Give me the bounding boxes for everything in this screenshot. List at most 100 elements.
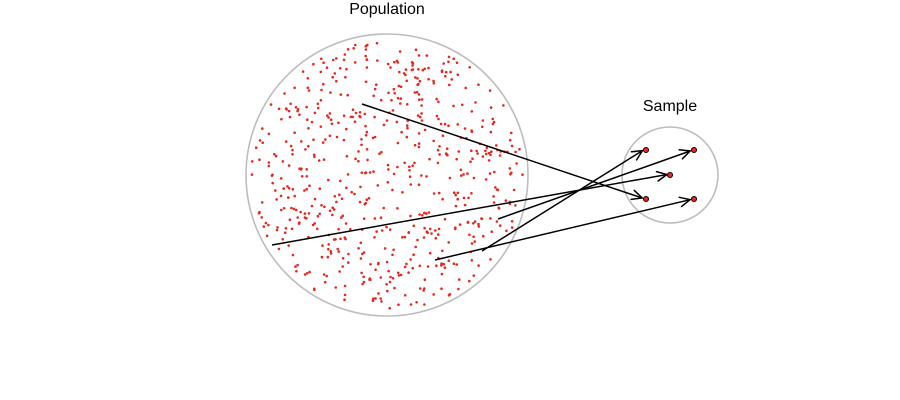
population-dot <box>260 216 264 219</box>
population-dot <box>375 41 379 45</box>
population-dot <box>493 170 496 174</box>
population-dot <box>502 104 505 107</box>
population-dot <box>297 222 301 225</box>
population-dot <box>333 72 337 75</box>
population-dot <box>321 141 325 144</box>
population-dot <box>357 247 360 250</box>
population-dot <box>305 105 308 109</box>
sampling-arrow-head <box>678 196 692 208</box>
population-dot <box>481 119 485 122</box>
population-dot <box>335 135 339 139</box>
population-dot <box>275 198 278 201</box>
population-dot <box>316 214 320 218</box>
population-dot <box>434 236 438 240</box>
population-dot <box>344 222 348 225</box>
population-dot <box>340 197 344 201</box>
population-dot <box>316 106 320 110</box>
population-dot <box>312 138 315 141</box>
population-dot <box>287 109 291 113</box>
population-dot <box>372 170 375 173</box>
population-dot <box>434 229 437 232</box>
population-dot <box>363 112 367 116</box>
population-dot <box>391 188 394 192</box>
population-dot <box>488 89 492 92</box>
population-dot <box>379 276 383 279</box>
population-dot <box>444 74 447 78</box>
population-dot <box>475 149 479 153</box>
population-dot <box>462 196 466 200</box>
population-dot <box>389 275 392 279</box>
population-dot <box>397 274 401 277</box>
population-dot <box>289 144 293 148</box>
population-dot <box>291 153 294 156</box>
sampling-arrow-line <box>481 149 643 252</box>
population-dot <box>380 300 383 303</box>
population-dot <box>332 238 336 241</box>
population-dot <box>298 113 301 116</box>
population-dot <box>468 233 471 237</box>
population-dot <box>510 226 514 229</box>
population-dot <box>324 138 327 141</box>
population-dot <box>341 214 345 218</box>
population-dot <box>385 225 388 229</box>
population-dot <box>387 168 390 171</box>
population-dot <box>518 147 521 151</box>
population-dot <box>300 175 304 178</box>
population-dot <box>470 242 474 245</box>
population-dot <box>352 47 356 50</box>
sampling-arrow-line <box>497 150 691 220</box>
population-dot <box>455 157 459 161</box>
population-dot <box>285 108 289 111</box>
sampling-arrow-head <box>630 189 644 201</box>
population-dot <box>321 244 324 247</box>
population-dot <box>345 155 349 158</box>
population-dot <box>371 299 375 303</box>
population-dot <box>404 73 407 77</box>
population-dot <box>466 220 470 224</box>
population-dot <box>468 66 472 69</box>
population-dot <box>307 212 311 215</box>
population-dot <box>277 247 281 251</box>
population-dot <box>392 87 396 91</box>
population-dot <box>282 207 286 210</box>
population-dot <box>371 136 375 140</box>
population-dot <box>484 178 488 181</box>
population-dot <box>423 226 426 230</box>
population-dot <box>376 184 380 187</box>
population-dot <box>369 278 372 282</box>
population-dot <box>287 244 291 247</box>
population-dot <box>466 172 469 175</box>
population-dot <box>438 145 441 148</box>
population-dot <box>491 117 495 121</box>
population-dot <box>417 145 421 149</box>
population-dot <box>457 287 460 291</box>
population-dot <box>454 193 458 197</box>
population-dot <box>284 227 288 230</box>
population-dot <box>289 102 292 106</box>
population-dot <box>397 84 401 88</box>
population-dot <box>404 68 408 71</box>
population-dot <box>443 217 447 221</box>
population-dot <box>505 229 508 233</box>
population-dot <box>463 203 467 207</box>
population-dot <box>413 143 417 147</box>
population-dot <box>305 187 309 191</box>
population-dot <box>360 143 363 147</box>
population-dot <box>250 160 254 163</box>
population-dot <box>474 101 477 104</box>
population-dot <box>515 162 518 165</box>
population-dot <box>323 280 327 284</box>
population-dot <box>343 298 346 302</box>
population-dot <box>420 174 423 177</box>
population-dot <box>378 152 381 155</box>
population-dot <box>455 263 459 266</box>
population-dot <box>400 130 403 134</box>
population-dot <box>373 135 377 139</box>
population-dot <box>409 303 413 306</box>
population-dot <box>437 227 441 231</box>
population-dot <box>342 58 346 62</box>
population-dot <box>470 129 473 132</box>
population-dot <box>410 61 414 64</box>
population-dot <box>423 303 426 306</box>
population-dot <box>293 86 296 90</box>
